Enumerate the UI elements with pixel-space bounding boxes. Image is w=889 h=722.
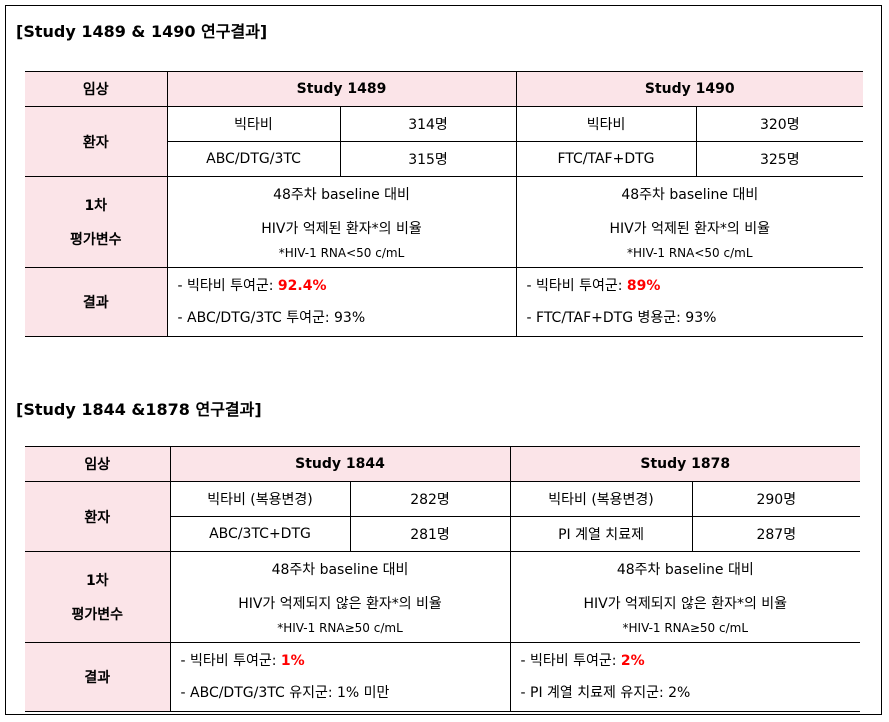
header-row: 임상 Study 1844 Study 1878	[25, 446, 861, 482]
count-cell: 290명	[691, 481, 861, 517]
result-value: 89%	[626, 278, 661, 294]
arm-cell: 빅타비	[167, 106, 340, 142]
endpoint-cell-a: 48주차 baseline 대비 HIV가 억제되지 않은 환자*의 비율 *H…	[170, 551, 511, 643]
result-value: 1%	[280, 653, 305, 669]
header-label: 임상	[25, 446, 171, 482]
section-title: [Study 1844 &1878 연구결과]	[16, 400, 262, 419]
arm-cell: 빅타비 (복용변경)	[509, 481, 693, 517]
document-frame	[5, 5, 882, 715]
result-value: 2%	[620, 653, 645, 669]
study-b-header: Study 1878	[509, 446, 861, 482]
endpoint-cell-a: 48주차 baseline 대비 HIV가 억제된 환자*의 비율 *HIV-1…	[167, 176, 517, 268]
header-label: 임상	[25, 71, 168, 107]
patients-row: 환자 빅타비 314명 빅타비 320명	[25, 106, 864, 177]
count-cell: 315명	[339, 141, 517, 177]
study-b-header: Study 1490	[515, 71, 864, 107]
results-label: 결과	[25, 642, 171, 712]
count-cell: 325명	[695, 141, 864, 177]
results-cell-b: - 빅타비 투여군: 2% - PI 계열 치료제 유지군: 2%	[509, 642, 861, 712]
arm-cell: 빅타비	[515, 106, 697, 142]
count-cell: 314명	[339, 106, 517, 142]
study-table-1489-1490: 임상 Study 1489 Study 1490 환자 빅타비 314명 빅타비…	[25, 71, 864, 337]
arm-cell: ABC/DTG/3TC	[167, 141, 340, 177]
results-cell-a: - 빅타비 투여군: 1% - ABC/DTG/3TC 유지군: 1% 미만	[170, 642, 511, 712]
study-table-1844-1878: 임상 Study 1844 Study 1878 환자 빅타비 (복용변경) 2…	[25, 446, 861, 712]
study-a-header: Study 1489	[167, 71, 517, 107]
results-cell-a: - 빅타비 투여군: 92.4% - ABC/DTG/3TC 투여군: 93%	[167, 267, 517, 337]
arm-cell: FTC/TAF+DTG	[515, 141, 697, 177]
endpoint-label: 1차 평가변수	[25, 551, 171, 643]
results-label: 결과	[25, 267, 168, 337]
study-a-header: Study 1844	[170, 446, 511, 482]
arm-cell: PI 계열 치료제	[509, 516, 693, 552]
count-cell: 281명	[349, 516, 511, 552]
count-cell: 320명	[695, 106, 864, 142]
endpoint-label: 1차 평가변수	[25, 176, 168, 268]
result-value: 92.4%	[277, 278, 327, 294]
arm-cell: ABC/3TC+DTG	[170, 516, 350, 552]
count-cell: 287명	[691, 516, 861, 552]
patients-row: ABC/3TC+DTG 281명 PI 계열 치료제 287명	[25, 516, 861, 552]
results-cell-b: - 빅타비 투여군: 89% - FTC/TAF+DTG 병용군: 93%	[515, 267, 864, 337]
results-row: 결과 - 빅타비 투여군: 1% - ABC/DTG/3TC 유지군: 1% 미…	[25, 642, 861, 712]
count-cell: 282명	[349, 481, 511, 517]
results-row: 결과 - 빅타비 투여군: 92.4% - ABC/DTG/3TC 투여군: 9…	[25, 267, 864, 337]
endpoint-cell-b: 48주차 baseline 대비 HIV가 억제되지 않은 환자*의 비율 *H…	[509, 551, 861, 643]
endpoint-row: 1차 평가변수 48주차 baseline 대비 HIV가 억제되지 않은 환자…	[25, 551, 861, 643]
arm-cell: 빅타비 (복용변경)	[170, 481, 350, 517]
patients-label: 환자	[25, 481, 171, 552]
header-row: 임상 Study 1489 Study 1490	[25, 71, 864, 107]
patients-row: 환자 빅타비 (복용변경) 282명 빅타비 (복용변경) 290명	[25, 481, 861, 552]
patients-row: ABC/DTG/3TC 315명 FTC/TAF+DTG 325명	[25, 141, 864, 177]
endpoint-row: 1차 평가변수 48주차 baseline 대비 HIV가 억제된 환자*의 비…	[25, 176, 864, 268]
section-title: [Study 1489 & 1490 연구결과]	[16, 22, 268, 41]
endpoint-cell-b: 48주차 baseline 대비 HIV가 억제된 환자*의 비율 *HIV-1…	[515, 176, 864, 268]
patients-label: 환자	[25, 106, 168, 177]
